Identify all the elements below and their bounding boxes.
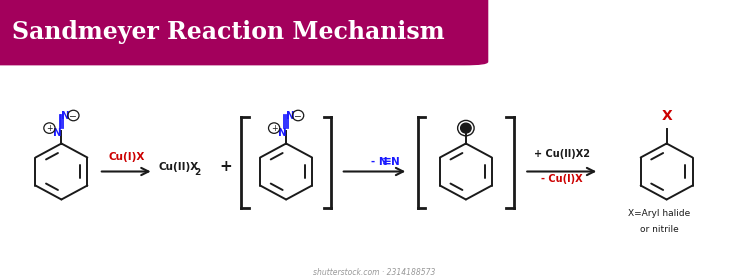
Text: N: N: [391, 157, 400, 167]
Text: X=Aryl halide: X=Aryl halide: [628, 209, 690, 218]
Text: Sandmeyer Reaction Mechanism: Sandmeyer Reaction Mechanism: [12, 20, 444, 44]
Text: +: +: [271, 123, 277, 133]
Text: −: −: [70, 111, 77, 120]
Text: - Cu(I)X: - Cu(I)X: [541, 174, 583, 184]
Text: N: N: [53, 129, 61, 138]
FancyBboxPatch shape: [0, 0, 488, 65]
Text: + Cu(II)X2: + Cu(II)X2: [534, 149, 589, 159]
Text: Cu(I)X: Cu(I)X: [108, 152, 145, 162]
Text: or nitrile: or nitrile: [640, 225, 679, 234]
Text: N: N: [286, 111, 294, 121]
Text: shutterstock.com · 2314188573: shutterstock.com · 2314188573: [313, 268, 436, 277]
Text: N: N: [61, 111, 70, 121]
Text: 2: 2: [195, 168, 201, 178]
Text: −: −: [294, 111, 302, 120]
Text: - N: - N: [371, 157, 387, 167]
Text: +: +: [219, 159, 233, 174]
Text: +: +: [46, 123, 52, 133]
Ellipse shape: [461, 123, 471, 133]
Text: N: N: [278, 129, 286, 138]
Text: X: X: [661, 109, 672, 123]
Text: ≡: ≡: [382, 154, 392, 167]
Text: Cu(II)X: Cu(II)X: [159, 162, 199, 172]
